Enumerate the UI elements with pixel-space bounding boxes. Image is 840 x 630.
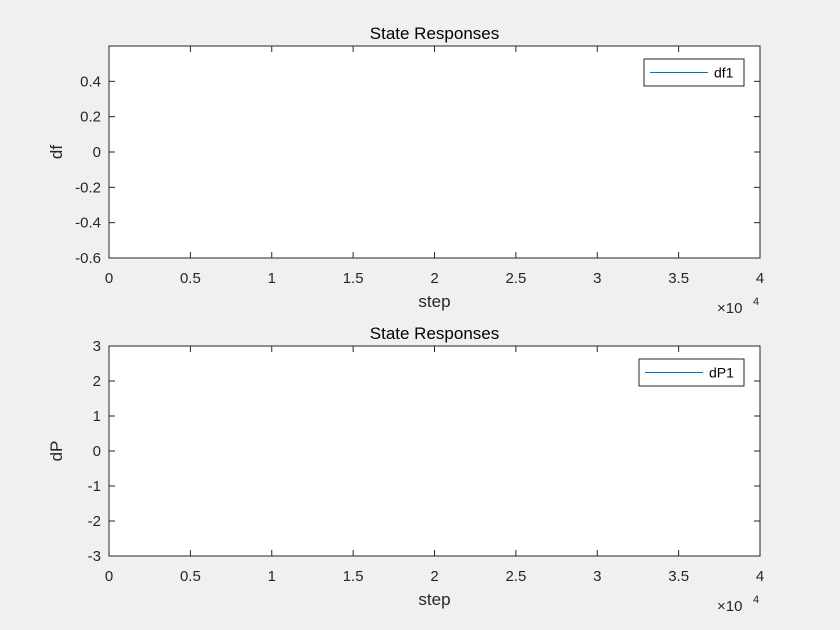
x-tick-label: 1: [268, 568, 276, 585]
legend-entry: dP1: [709, 365, 734, 381]
x-tick-label: 0: [105, 270, 113, 287]
y-tick-label: 2: [93, 373, 101, 390]
chart-title: State Responses: [370, 324, 499, 343]
y-tick-label: 0.4: [80, 73, 101, 90]
y-tick-label: 0: [93, 144, 101, 161]
x-tick-label: 3.5: [668, 568, 689, 585]
x-tick-label: 3: [593, 270, 601, 287]
x-axis-label: step: [418, 590, 450, 609]
subplot-2: 0 0.5 1 1.5 2 2.5 3 3.5 4 -3 -2 -1 0 1 2 3 State Respons…: [47, 324, 764, 615]
x-multiplier-exponent: 4: [753, 296, 759, 308]
y-axis-label: df: [47, 145, 66, 159]
x-tick-label: 1: [268, 270, 276, 287]
x-tick-label: 2.5: [505, 568, 526, 585]
y-tick-label: 0: [93, 443, 101, 460]
y-tick-label: -3: [88, 548, 101, 565]
legend: df1: [643, 58, 745, 87]
y-tick-label: 0.2: [80, 109, 101, 126]
chart-title: State Responses: [370, 24, 499, 43]
x-axis-label: step: [418, 292, 450, 311]
x-multiplier: ×10: [717, 598, 742, 615]
x-tick-label: 4: [756, 270, 764, 287]
x-tick-label: 4: [756, 568, 764, 585]
legend: dP1: [638, 358, 745, 387]
y-tick-label: -0.6: [75, 250, 101, 267]
x-multiplier-exponent: 4: [753, 594, 759, 606]
y-axis-label: dP: [47, 441, 66, 462]
y-tick-label: -1: [88, 478, 101, 495]
x-tick-label: 0: [105, 568, 113, 585]
y-tick-label: 1: [93, 408, 101, 425]
x-tick-label: 1.5: [343, 270, 364, 287]
x-tick-label: 3.5: [668, 270, 689, 287]
x-multiplier: ×10: [717, 300, 742, 317]
y-tick-label: -2: [88, 513, 101, 530]
x-tick-label: 3: [593, 568, 601, 585]
x-tick-label: 2: [430, 568, 438, 585]
y-tick-label: -0.4: [75, 215, 101, 232]
x-tick-label: 2.5: [505, 270, 526, 287]
legend-entry: df1: [714, 65, 734, 81]
x-tick-label: 0.5: [180, 270, 201, 287]
x-tick-label: 0.5: [180, 568, 201, 585]
y-tick-label: -0.2: [75, 179, 101, 196]
x-tick-label: 1.5: [343, 568, 364, 585]
subplot-1: 0 0.5 1 1.5 2 2.5 3 3.5 4 -0.6 -0.4 -0.2 0 0.2 0.4 Stat…: [47, 24, 764, 317]
y-tick-label: 3: [93, 338, 101, 355]
x-tick-label: 2: [430, 270, 438, 287]
